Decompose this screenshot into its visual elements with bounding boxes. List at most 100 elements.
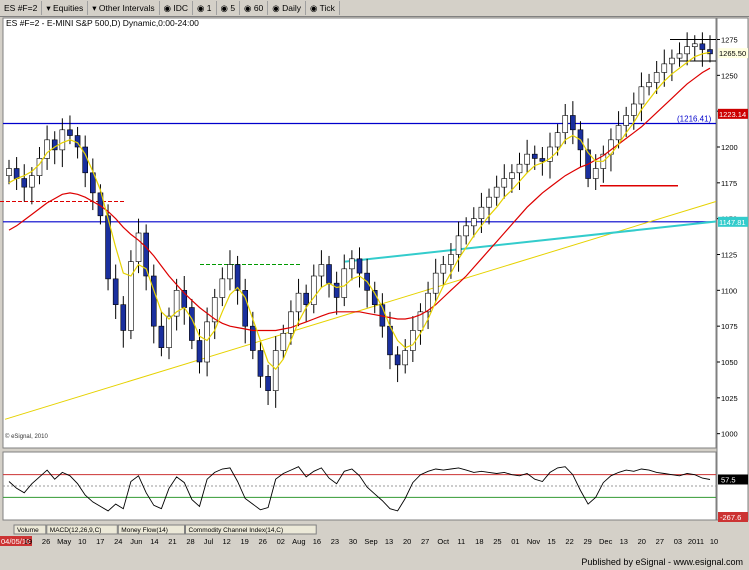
candle-body <box>493 186 500 198</box>
price-panel <box>2 17 717 449</box>
candle-body <box>486 196 492 208</box>
other-intervals-menu[interactable]: ▾ Other Intervals <box>88 1 160 15</box>
interval-daily-button[interactable]: ◉ Daily <box>268 1 306 15</box>
candle-body <box>341 268 348 298</box>
candle-body <box>646 82 652 88</box>
x-tick-label: 2011 <box>688 537 704 546</box>
interval-60-label: 60 <box>253 3 264 13</box>
candle-body <box>158 325 165 348</box>
candle-body <box>173 290 180 317</box>
candle-body <box>432 272 439 294</box>
candle-body <box>669 57 675 65</box>
x-tick-label: Dec <box>599 537 613 546</box>
x-tick-label: 20 <box>403 537 411 546</box>
x-tick-label: 15 <box>547 537 555 546</box>
interval-tick-label: Tick <box>319 3 335 13</box>
y-tick-label: 1000 <box>721 430 738 439</box>
x-tick-label: 10 <box>710 537 718 546</box>
y-tick-label: 1025 <box>721 394 738 403</box>
candle-body <box>425 292 431 313</box>
x-tick-label: 23 <box>331 537 339 546</box>
candle-body <box>67 129 73 136</box>
y-tick-label: 1175 <box>721 179 737 188</box>
x-tick-label: 28 <box>186 537 194 546</box>
candle-body <box>463 225 469 237</box>
indicator-tab[interactable] <box>185 524 317 535</box>
price-label-1147-box <box>718 216 748 227</box>
candle-body <box>59 129 66 151</box>
interval-1-button[interactable]: ◉ 1 <box>193 1 217 15</box>
indicator-tab[interactable] <box>13 524 47 535</box>
trendline-cyan <box>344 220 717 263</box>
candle-body <box>402 350 409 366</box>
x-tick-label: 25 <box>493 537 501 546</box>
candle-body <box>592 168 599 179</box>
price-label-1223: 1223.14 <box>719 110 746 119</box>
candle-body <box>653 72 660 83</box>
candle-body <box>631 103 637 116</box>
indicator-tab[interactable] <box>46 524 118 535</box>
interval-60-button[interactable]: ◉ 60 <box>240 1 269 15</box>
candle-body <box>318 264 325 277</box>
y-tick-label: 1125 <box>721 251 737 260</box>
candle-body <box>112 278 119 305</box>
candle-body <box>234 264 241 291</box>
x-tick-label: 19 <box>24 537 32 546</box>
candle-body <box>326 264 332 284</box>
candle-body <box>349 258 355 270</box>
x-tick-label: 10 <box>78 537 86 546</box>
y-tick-label: 1100 <box>721 286 737 295</box>
interval-5-label: 5 <box>230 3 236 13</box>
moving-average-red <box>8 67 711 332</box>
candle-body <box>509 172 515 179</box>
price-label-1223-box <box>718 108 748 119</box>
level-annotation: (1216.41) <box>677 114 712 123</box>
candle-body <box>303 292 309 305</box>
candle-body <box>615 125 622 141</box>
candle-body <box>29 175 35 188</box>
indicator-tab[interactable] <box>117 524 185 535</box>
x-tick-label: Nov <box>527 537 541 546</box>
candle-body <box>143 232 149 277</box>
other-intervals-label: Other Intervals <box>98 3 155 13</box>
equities-label: Equities <box>52 3 84 13</box>
idc-label: IDC <box>173 3 189 13</box>
x-tick-label: 04/05/10 <box>1 537 30 546</box>
x-tick-label: Aug <box>292 537 305 546</box>
candle-body <box>265 376 271 391</box>
candle-body <box>562 115 569 133</box>
candle-body <box>524 153 530 165</box>
interval-tick-button[interactable]: ◉ Tick <box>306 1 340 15</box>
idc-button[interactable]: ◉ IDC <box>160 1 194 15</box>
x-tick-label: 22 <box>565 537 573 546</box>
y-tick-label: 1200 <box>721 143 738 152</box>
x-tick-label: 03 <box>674 537 682 546</box>
candle-body <box>21 178 28 188</box>
candle-body <box>470 218 477 227</box>
equities-menu[interactable]: ▾ Equities <box>42 1 89 15</box>
y-tick-label: 1250 <box>721 71 738 80</box>
x-tick-label: 21 <box>168 537 176 546</box>
candle-body <box>356 258 363 274</box>
candle-body <box>623 115 629 126</box>
candle-body <box>638 86 645 105</box>
symbol-field[interactable]: ES #F=2 <box>0 1 43 15</box>
candle-body <box>516 163 523 174</box>
candle-body <box>554 132 561 148</box>
candle-body <box>501 178 508 188</box>
candle-body <box>6 168 12 176</box>
published-by-text: Published by eSignal - www.esignal.com <box>581 557 743 567</box>
candle-body <box>539 158 546 162</box>
candle-body <box>242 290 249 327</box>
candle-body <box>219 278 226 298</box>
x-tick-label: 14 <box>150 537 158 546</box>
candle-body <box>691 43 698 47</box>
candle-body <box>448 254 454 265</box>
footer: Published by eSignal - www.esignal.com <box>0 556 749 570</box>
candle-body <box>51 139 58 151</box>
candle-body <box>661 63 668 73</box>
x-tick-label: 18 <box>475 537 483 546</box>
candle-body <box>288 311 294 334</box>
interval-5-button[interactable]: ◉ 5 <box>217 1 241 15</box>
